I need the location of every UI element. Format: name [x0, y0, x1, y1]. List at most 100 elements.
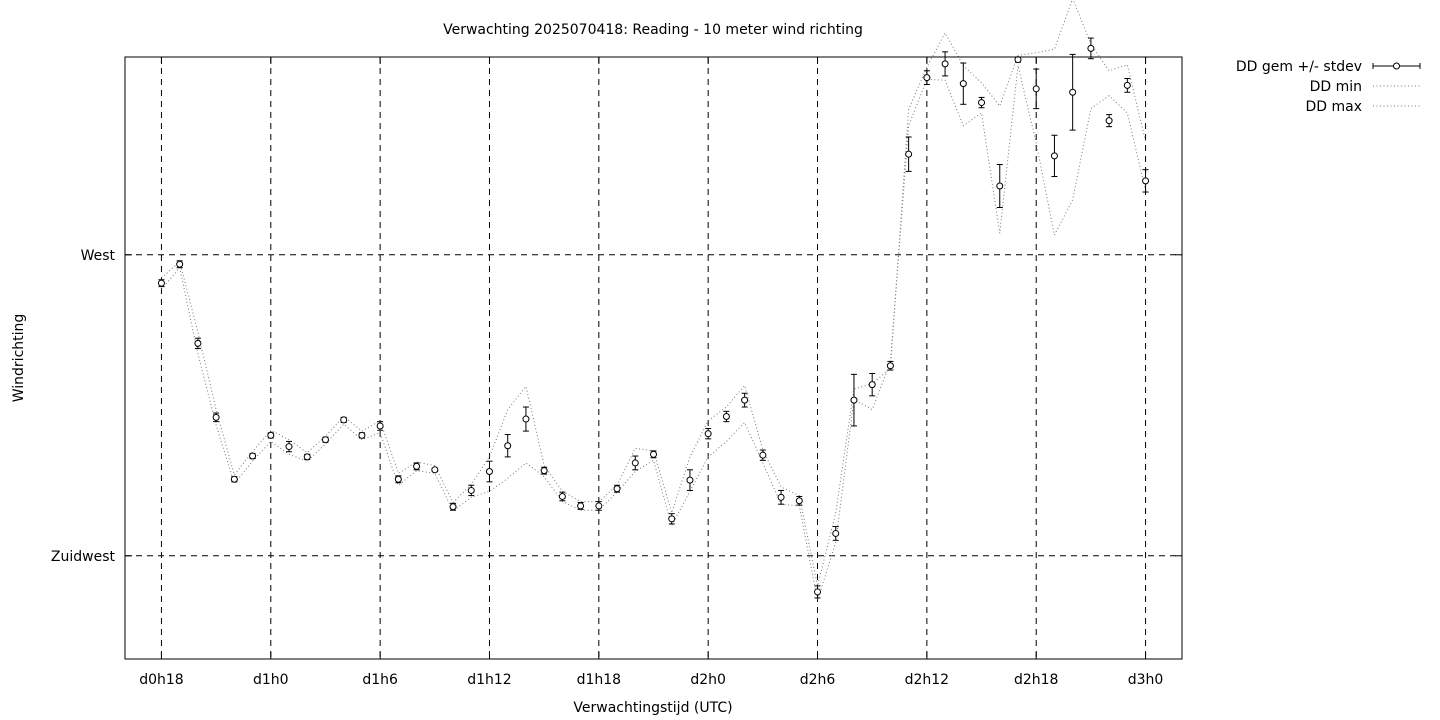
- mean-marker: [577, 502, 585, 510]
- dd-gem-point: [303, 453, 311, 461]
- dd-gem-point: [394, 475, 402, 484]
- dd-gem-point: [704, 428, 712, 440]
- y-tick-label: West: [81, 248, 116, 264]
- dd-gem-point: [613, 484, 621, 493]
- legend-label: DD gem +/- stdev: [1236, 59, 1362, 75]
- dd-gem-point: [558, 491, 566, 502]
- dd-gem-point: [1050, 134, 1058, 178]
- legend-marker: [1393, 62, 1400, 70]
- dd-gem-point: [1105, 114, 1113, 128]
- dd-gem-point: [449, 502, 457, 511]
- x-tick-label: d2h6: [800, 672, 836, 688]
- mean-marker: [668, 515, 676, 523]
- mean-marker: [540, 467, 548, 475]
- mean-marker: [613, 485, 621, 493]
- mean-marker: [1050, 152, 1058, 160]
- x-tick-label: d2h12: [905, 672, 949, 688]
- dd-gem-point: [376, 421, 384, 431]
- mean-marker: [959, 80, 967, 88]
- x-tick-label: d1h18: [577, 672, 621, 688]
- dd-gem-point: [358, 431, 366, 439]
- plot-frame: [124, 56, 1183, 660]
- mean-marker: [194, 339, 202, 347]
- mean-marker: [413, 462, 421, 470]
- legend: DD gem +/- stdev DD min DD max: [1236, 59, 1421, 115]
- dd-gem-point: [431, 466, 439, 474]
- mean-marker: [230, 475, 238, 483]
- x-tick-label: d0h18: [139, 672, 183, 688]
- x-axis-label: Verwachtingstijd (UTC): [573, 700, 732, 716]
- mean-marker: [923, 74, 931, 82]
- mean-marker: [376, 422, 384, 430]
- dd-gem-point: [1123, 78, 1131, 93]
- mean-marker: [814, 588, 822, 596]
- mean-marker: [340, 416, 348, 424]
- dd-gem-point: [485, 460, 493, 483]
- mean-marker: [267, 431, 275, 439]
- x-tick-label: d3h0: [1128, 672, 1164, 688]
- dd-gem-point: [249, 452, 257, 460]
- mean-marker: [394, 475, 402, 483]
- dd-gem-point: [230, 475, 238, 483]
- dd-gem-point: [868, 372, 876, 397]
- x-tick-label: d2h18: [1014, 672, 1058, 688]
- mean-marker: [686, 476, 694, 484]
- dd-gem-point: [413, 462, 421, 471]
- mean-marker: [558, 492, 566, 500]
- series-layer: [157, 0, 1150, 601]
- dd-gem-point: [722, 410, 730, 423]
- mean-marker: [212, 413, 220, 421]
- mean-marker: [1087, 44, 1095, 52]
- dd-gem-point: [941, 51, 949, 77]
- dd-gem-point: [814, 585, 822, 599]
- mean-marker: [795, 497, 803, 505]
- dd-gem-point: [595, 501, 603, 511]
- dd-gem-point: [686, 469, 694, 491]
- mean-marker: [741, 396, 749, 404]
- mean-marker: [905, 150, 913, 158]
- mean-marker: [631, 459, 639, 467]
- dd-gem-point: [577, 501, 585, 510]
- dd-gem-point: [759, 449, 767, 461]
- mean-marker: [157, 279, 165, 287]
- dd-gem-point: [850, 373, 858, 427]
- dd-gem-point: [176, 260, 184, 269]
- mean-marker: [595, 502, 603, 510]
- mean-marker: [704, 430, 712, 438]
- mean-marker: [249, 452, 257, 460]
- dd-gem-point: [741, 392, 749, 408]
- dd-gem-point: [522, 406, 530, 432]
- mean-marker: [868, 381, 876, 389]
- mean-marker: [941, 60, 949, 68]
- x-tick-label: d1h0: [253, 672, 289, 688]
- y-axis-label: Windrichting: [11, 314, 27, 403]
- mean-marker: [1069, 88, 1077, 96]
- mean-marker: [722, 412, 730, 420]
- mean-marker: [1123, 81, 1131, 89]
- dd-gem-point: [157, 279, 165, 288]
- ticks: d0h18 d1h0 d1h6 d1h12 d1h18 d2h0 d2h6 d2h12 d2h1…: [51, 57, 1182, 688]
- mean-marker: [303, 453, 311, 461]
- mean-marker: [1032, 85, 1040, 93]
- mean-marker: [504, 442, 512, 450]
- dd-gem-point: [996, 164, 1004, 208]
- mean-marker: [467, 486, 475, 494]
- grid: [125, 57, 1182, 659]
- legend-label: DD max: [1305, 99, 1362, 115]
- mean-marker: [850, 396, 858, 404]
- dd-gem-point: [194, 337, 202, 350]
- mean-marker: [777, 493, 785, 501]
- dd-gem-point: [668, 513, 676, 525]
- mean-marker: [759, 451, 767, 459]
- dd-gem-point: [212, 412, 220, 423]
- mean-marker: [321, 436, 329, 444]
- mean-marker: [1105, 117, 1113, 125]
- mean-marker: [650, 450, 657, 458]
- dd-gem-point: [923, 70, 931, 86]
- mean-marker: [1142, 177, 1150, 185]
- mean-marker: [832, 529, 840, 537]
- mean-marker: [431, 466, 439, 474]
- dd-gem-point: [795, 495, 803, 506]
- dd-gem-point: [1087, 37, 1095, 60]
